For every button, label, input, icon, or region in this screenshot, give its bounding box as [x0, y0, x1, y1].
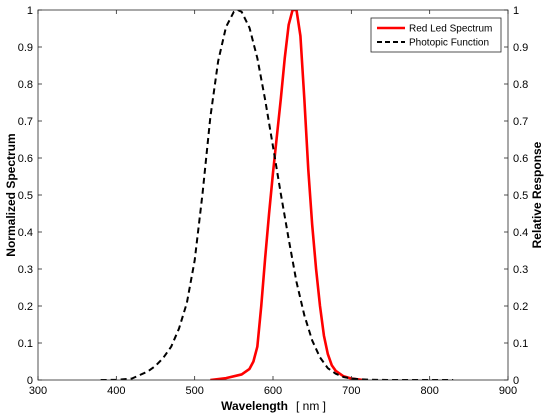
y-tick-label-left: 0.8: [18, 79, 33, 91]
y-tick-label-right: 0.3: [513, 264, 528, 276]
legend-label: Red Led Spectrum: [409, 24, 492, 35]
y-tick-label-left: 0.7: [18, 116, 33, 128]
plot-area: [38, 10, 508, 380]
y-tick-label-right: 0.1: [513, 338, 528, 350]
y-tick-label-right: 1: [513, 5, 519, 17]
series-layer: [100, 10, 454, 380]
y-tick-label-left: 0.9: [18, 42, 33, 54]
x-tick-label: 800: [420, 385, 438, 397]
y-tick-label-right: 0.2: [513, 301, 528, 313]
y-tick-label-right: 0.5: [513, 190, 528, 202]
y-tick-label-left: 1: [27, 5, 33, 17]
y-axis-title-left: Normalized Spectrum: [4, 133, 18, 256]
x-tick-label: 500: [185, 385, 203, 397]
y-tick-label-left: 0.6: [18, 153, 33, 165]
y-tick-label-right: 0.4: [513, 227, 528, 239]
x-axis-unit: [ nm ]: [296, 399, 326, 413]
series-line-red-led-spectrum: [210, 10, 364, 380]
y-tick-label-right: 0.6: [513, 153, 528, 165]
y-tick-label-right: 0.7: [513, 116, 528, 128]
legend: Red Led Spectrum Photopic Function: [370, 17, 502, 53]
plot-background: [38, 10, 508, 380]
series-line-photopic-function: [100, 10, 454, 380]
y-axis-title-right: Relative Response: [530, 141, 544, 248]
y-tick-label-right: 0.9: [513, 42, 528, 54]
x-tick-label: 300: [29, 385, 47, 397]
legend-box: [370, 17, 502, 53]
y-tick-label-left: 0.2: [18, 301, 33, 313]
axes-layer: 300 400 500 600 700 800 90000.10.20.30.40.50.6…: [18, 5, 529, 397]
x-axis-title: Wavelength: [221, 399, 288, 413]
y-tick-label-left: 0.5: [18, 190, 33, 202]
x-tick-label: 700: [342, 385, 360, 397]
y-tick-label-right: 0.8: [513, 79, 528, 91]
y-tick-label-right: 0: [513, 375, 519, 387]
legend-label: Photopic Function: [409, 38, 489, 49]
y-tick-label-left: 0.3: [18, 264, 33, 276]
y-tick-label-left: 0.4: [18, 227, 33, 239]
x-tick-label: 400: [107, 385, 125, 397]
y-tick-label-left: 0: [27, 375, 33, 387]
x-tick-label: 900: [499, 385, 517, 397]
y-tick-label-left: 0.1: [18, 338, 33, 350]
x-tick-label: 600: [264, 385, 282, 397]
